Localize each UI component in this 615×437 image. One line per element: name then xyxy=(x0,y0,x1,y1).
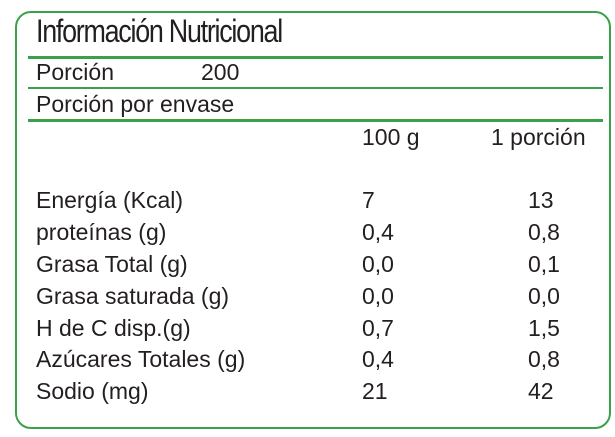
nutrient-perserving-carbs: 1,5 xyxy=(528,315,560,341)
column-header-per-100g: 100 g xyxy=(362,124,420,150)
nutrient-per100-sugars: 0,4 xyxy=(362,346,394,372)
serving-size-label: Porción xyxy=(36,59,114,85)
nutrient-perserving-sugars: 0,8 xyxy=(528,346,560,372)
nutrient-per100-sodium: 21 xyxy=(362,378,388,404)
nutrient-perserving-total-fat: 0,1 xyxy=(528,251,560,277)
nutrient-label-saturated-fat: Grasa saturada (g) xyxy=(36,283,230,309)
title-divider xyxy=(28,56,603,59)
nutrient-label-sugars: Azúcares Totales (g) xyxy=(36,346,246,372)
nutrient-per100-protein: 0,4 xyxy=(362,219,394,245)
serving-size-value: 200 xyxy=(201,59,240,85)
nutrient-per100-carbs: 0,7 xyxy=(362,315,394,341)
nutrient-label-energy: Energía (Kcal) xyxy=(36,187,184,213)
nutrient-label-total-fat: Grasa Total (g) xyxy=(36,251,188,277)
column-header-per-serving: 1 porción xyxy=(491,124,586,150)
nutrient-label-protein: proteínas (g) xyxy=(36,219,167,245)
nutrient-perserving-saturated-fat: 0,0 xyxy=(528,283,560,309)
nutrient-perserving-protein: 0,8 xyxy=(528,219,560,245)
nutrition-facts-panel xyxy=(15,11,611,429)
nutrient-perserving-sodium: 42 xyxy=(528,378,554,404)
nutrient-label-sodium: Sodio (mg) xyxy=(36,378,149,404)
nutrient-per100-saturated-fat: 0,0 xyxy=(362,283,394,309)
servings-per-container-label: Porción por envase xyxy=(36,91,235,117)
nutrition-title: Información Nutricional xyxy=(36,13,283,49)
nutrient-per100-total-fat: 0,0 xyxy=(362,251,394,277)
nutrient-perserving-energy: 13 xyxy=(528,187,554,213)
nutrient-label-carbs: H de C disp.(g) xyxy=(36,315,191,341)
serving-divider xyxy=(28,87,603,89)
nutrient-per100-energy: 7 xyxy=(362,187,375,213)
header-divider xyxy=(28,119,603,122)
